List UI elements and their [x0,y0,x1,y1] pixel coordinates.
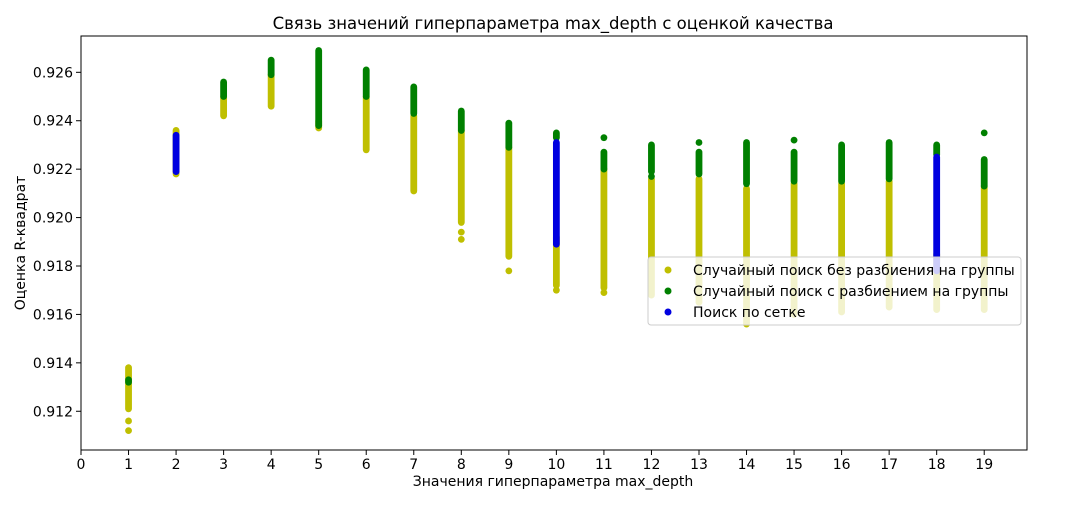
point-depth-1 [125,427,132,435]
x-tick-label-19: 19 [975,457,993,473]
x-tick-label-17: 17 [880,457,898,473]
y-tick-label-0.926: 0.926 [33,65,73,81]
point-range-depth-5 [315,47,323,129]
point-range-depth-1 [125,376,132,386]
y-tick-label-0.912: 0.912 [33,404,73,420]
point-range-depth-19 [980,156,988,190]
point-range-depth-14 [743,139,750,188]
point-range-depth-10 [552,129,560,142]
point-range-depth-18 [933,141,941,159]
x-axis-label: Значения гиперпараметра max_depth [413,474,694,490]
point-depth-12 [648,173,655,180]
x-axis: 0 1 2 3 4 5 6 7 8 9 10 11 12 13 14 15 16 17 18 19 [77,450,993,473]
x-tick-label-8: 8 [457,457,466,473]
y-axis: 0.912 0.914 0.916 0.918 0.920 0.922 0.924 0.926 [33,65,81,420]
x-tick-label-13: 13 [690,457,708,473]
x-tick-label-18: 18 [928,457,946,473]
point-depth-15 [790,136,798,144]
point-range-depth-16 [838,141,846,185]
y-tick-label-0.922: 0.922 [33,162,73,178]
x-tick-label-11: 11 [595,457,613,473]
point-range-depth-11 [600,165,608,292]
point-range-depth-4 [267,71,275,110]
legend-marker-grid-search [664,308,672,316]
point-range-depth-7 [410,83,418,117]
point-depth-10 [552,286,560,294]
point-range-depth-10 [552,139,560,248]
x-tick-label-10: 10 [547,457,565,473]
x-tick-label-1: 1 [124,457,133,473]
point-range-depth-6 [362,66,370,100]
legend-label-random-groups: Случайный поиск с разбиением на группы [693,284,1009,300]
series-2 [172,131,941,275]
point-range-depth-3 [220,93,228,120]
plot-frame [80,35,1028,451]
point-range-depth-4 [267,56,275,79]
legend-box [647,256,1022,326]
point-range-depth-3 [220,78,228,100]
x-tick-label-2: 2 [172,457,181,473]
legend-marker-random-no-groups [664,266,672,274]
x-tick-label-12: 12 [643,457,661,473]
point-depth-1 [125,417,132,425]
x-tick-label-3: 3 [219,457,228,473]
point-range-depth-6 [362,93,370,154]
x-tick-label-4: 4 [267,457,276,473]
y-tick-label-0.924: 0.924 [33,114,73,130]
point-range-depth-18 [933,153,941,275]
chart-title: Связь значений гиперпараметра max_depth … [273,14,834,34]
legend: Случайный поиск без разбиения на группы … [647,256,1022,326]
point-range-depth-17 [885,139,893,183]
y-axis-label: Оценка R-квадрат [13,176,29,311]
point-range-depth-1 [125,364,132,413]
point-depth-13 [695,139,703,146]
x-tick-label-0: 0 [77,457,86,473]
legend-marker-random-groups [664,287,672,295]
point-depth-8 [457,228,465,236]
point-range-depth-9 [505,119,513,151]
point-depth-8 [457,235,465,243]
x-tick-label-5: 5 [314,457,323,473]
point-range-depth-15 [790,148,798,185]
y-tick-label-0.918: 0.918 [33,259,73,275]
point-range-depth-8 [457,107,465,134]
point-range-depth-7 [410,112,418,195]
point-range-depth-9 [505,143,513,260]
point-range-depth-11 [600,148,608,173]
point-range-depth-8 [457,127,465,226]
x-tick-label-14: 14 [738,457,756,473]
x-tick-label-7: 7 [409,457,418,473]
point-depth-9 [505,267,513,275]
point-depth-11 [600,289,608,297]
y-tick-label-0.916: 0.916 [33,307,73,323]
legend-label-grid-search: Поиск по сетке [693,305,806,321]
point-range-depth-2 [172,131,180,175]
x-tick-label-6: 6 [362,457,371,473]
y-tick-label-0.914: 0.914 [33,356,73,372]
point-range-depth-13 [695,148,703,178]
x-tick-label-15: 15 [785,457,803,473]
x-tick-label-16: 16 [833,457,851,473]
legend-label-random-no-groups: Случайный поиск без разбиения на группы [693,263,1015,279]
point-depth-19 [980,129,988,137]
point-range-depth-12 [648,141,655,175]
y-tick-label-0.920: 0.920 [33,211,73,227]
point-depth-11 [600,134,608,142]
point-range-depth-10 [552,233,560,289]
x-tick-label-9: 9 [504,457,513,473]
series-1 [125,47,988,386]
